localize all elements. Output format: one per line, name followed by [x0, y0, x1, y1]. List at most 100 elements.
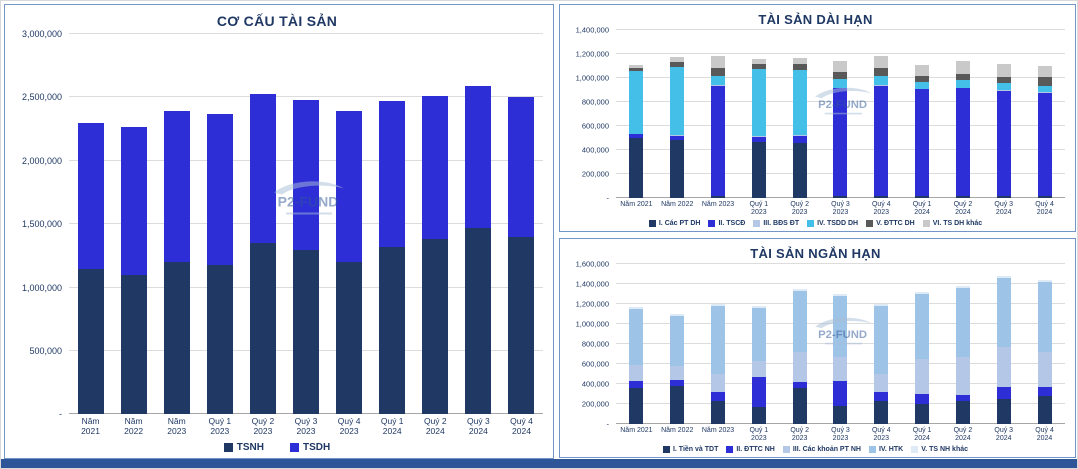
bar-segment-TSNH — [163, 262, 190, 415]
bar-slot — [902, 30, 943, 198]
stacked-bar-Quý 3 2023 — [293, 34, 320, 415]
bar-segment-IV. TSDD DH — [629, 71, 644, 134]
bar-segment-TSDH — [77, 122, 104, 269]
bar-segment-III. Các khoản PT NH — [792, 351, 807, 382]
bar-segment-I. Tiền và TDT — [874, 400, 889, 424]
x-axis-label: Quý 4 2024 — [1035, 200, 1054, 216]
bar-segment-II. TSCĐ — [1037, 92, 1052, 197]
x-axis-label: Quý 4 2023 — [871, 200, 891, 216]
x-axis-label: Năm 2021 — [620, 426, 653, 434]
bars-container — [69, 34, 543, 415]
bar-segment-IV. TSDD DH — [1037, 86, 1052, 93]
legend-item-II. TSCĐ: II. TSCĐ — [708, 220, 745, 227]
stacked-bar-Quý 4 2023 — [336, 34, 363, 415]
x-axis: Năm 2021 Năm 2022 Năm 2023 Quý 1 2023 Quý 2 … — [616, 198, 1065, 217]
legend: I. Các PT DH II. TSCĐ III. BĐS ĐT IV. TSDD … — [566, 217, 1065, 228]
bar-segment-I. Các PT DH — [751, 141, 766, 198]
legend-item-I. Các PT DH: I. Các PT DH — [648, 220, 700, 227]
stacked-bar-Quý 3 2023 — [833, 264, 848, 424]
bar-segment-TSDH — [206, 113, 233, 265]
legend-item-IV. TSDD DH: IV. TSDD DH — [807, 220, 858, 227]
bar-slot — [698, 264, 739, 424]
bar-segment-III. Các khoản PT NH — [629, 364, 644, 381]
bar-segment-II. TSCĐ — [751, 136, 766, 142]
x-axis-label: Quý 2 2023 — [790, 200, 809, 216]
bar-segment-TSDH — [293, 99, 320, 250]
plot-area: P2-FUND — [69, 33, 543, 415]
bar-segment-VI. TS DH khác — [955, 61, 970, 75]
bar-slot — [616, 30, 657, 198]
bar-segment-V. TS NH khác — [833, 294, 848, 296]
legend-label: V. ĐTTC DH — [876, 220, 915, 227]
bar-segment-I. Tiền và TDT — [751, 406, 766, 424]
bar-segment-VI. TS DH khác — [996, 63, 1011, 77]
bar-segment-II. TSCĐ — [955, 88, 970, 197]
bar-slot — [371, 34, 414, 415]
legend-item-V. TS NH khác: V. TS NH khác — [911, 446, 968, 453]
bar-segment-V. TS NH khác — [670, 314, 685, 316]
legend-swatch — [922, 220, 930, 227]
legend-swatch — [648, 220, 656, 227]
stacked-bar-Năm 2022 — [120, 34, 147, 415]
bar-segment-I. Tiền và TDT — [996, 398, 1011, 424]
bar-segment-III. BĐS ĐT — [792, 134, 807, 136]
bar-segment-V. ĐTTC DH — [751, 64, 766, 69]
bar-segment-TSNH — [422, 239, 449, 415]
bar-segment-I. Các PT DH — [874, 196, 889, 198]
short-term-assets-panel: TÀI SẢN NGẮN HẠN - 200,000 400,000 600,000 8… — [559, 238, 1076, 458]
y-axis-tick-label: 2,500,000 — [21, 92, 62, 103]
legend-item-II. ĐTTC NH: II. ĐTTC NH — [726, 446, 775, 453]
stacked-bar-Năm 2023 — [163, 34, 190, 415]
stacked-bar-Quý 3 2024 — [996, 264, 1011, 424]
x-axis-label: Quý 3 2023 — [294, 416, 318, 437]
y-axis-tick-label: 400,000 — [581, 145, 609, 155]
stacked-bar-Quý 1 2023 — [206, 34, 233, 415]
x-axis-label: Quý 2 2023 — [251, 416, 275, 437]
bar-segment-IV. HTK — [874, 306, 889, 374]
stacked-bar-Quý 1 2024 — [915, 264, 930, 424]
bar-segment-II. TSCĐ — [915, 89, 930, 197]
bar-segment-IV. TSDD DH — [751, 69, 766, 137]
bar-segment-I. Các PT DH — [792, 142, 807, 198]
bar-segment-I. Tiền và TDT — [711, 400, 726, 424]
bar-segment-I. Các PT DH — [670, 140, 685, 198]
bar-segment-III. BĐS ĐT — [670, 134, 685, 136]
bar-segment-II. TSCĐ — [874, 85, 889, 197]
stacked-bar-Quý 2 2023 — [792, 30, 807, 198]
legend-swatch — [708, 220, 716, 227]
bars-container — [616, 264, 1065, 424]
y-axis-tick-label: 1,000,000 — [575, 73, 609, 83]
x-axis-label: Năm 2022 — [661, 200, 694, 208]
bar-slot — [779, 264, 820, 424]
bar-slot — [1024, 264, 1065, 424]
y-axis-tick-label: 400,000 — [581, 379, 609, 389]
bar-segment-IV. TSDD DH — [670, 66, 685, 135]
legend-swatch — [807, 220, 815, 227]
bar-segment-I. Tiền và TDT — [629, 387, 644, 424]
x-axis-row: Năm 2021 Năm 2022 Năm 2023 Quý 1 2023 Quý 2 … — [11, 414, 543, 437]
bar-segment-VI. TS DH khác — [792, 57, 807, 65]
bar-segment-IV. HTK — [955, 288, 970, 357]
legend-swatch — [290, 443, 299, 452]
bar-segment-IV. TSDD DH — [915, 81, 930, 89]
bar-slot — [738, 30, 779, 198]
x-axis-label: Quý 1 2023 — [749, 426, 769, 442]
bar-segment-V. ĐTTC DH — [629, 67, 644, 72]
x-axis-label: Năm 2021 — [620, 200, 653, 208]
legend-swatch — [868, 446, 876, 453]
legend-swatch — [866, 220, 874, 227]
long-term-assets-panel: TÀI SẢN DÀI HẠN - 200,000 400,000 600,000 80… — [559, 4, 1076, 232]
y-axis: - 200,000 400,000 600,000 800,000 1,000,000 1,… — [566, 26, 616, 203]
bar-segment-VI. TS DH khác — [1037, 66, 1052, 77]
gridline — [69, 96, 543, 98]
bar-slot — [983, 264, 1024, 424]
y-axis-tick-label: 1,200,000 — [575, 299, 609, 309]
bar-segment-II. TSCĐ — [996, 90, 1011, 197]
y-axis-tick-label: 3,000,000 — [21, 29, 62, 39]
bar-segment-III. BĐS ĐT — [751, 136, 766, 137]
plot-area: P2-FUND — [616, 263, 1065, 424]
bar-slot — [698, 30, 739, 198]
bar-segment-III. Các khoản PT NH — [711, 373, 726, 392]
x-axis-label: Năm 2023 — [701, 200, 735, 208]
y-axis-tick-label: 500,000 — [29, 346, 62, 357]
